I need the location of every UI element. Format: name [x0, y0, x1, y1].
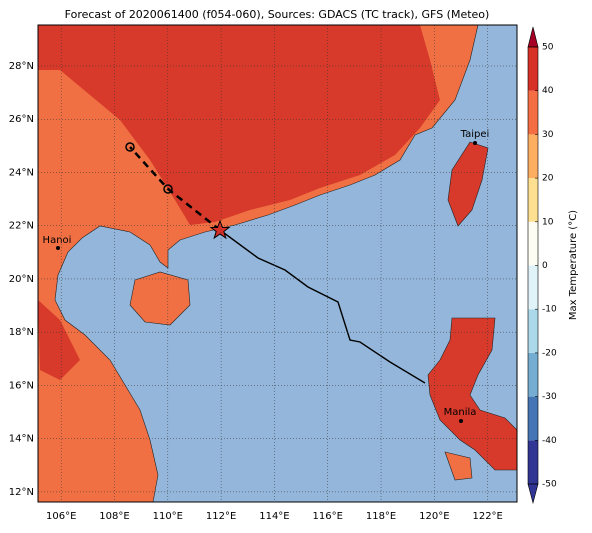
- colorbar-tick-label: -40: [542, 436, 557, 446]
- colorbar-tick-label: 50: [542, 43, 554, 53]
- lat-tick-label: 20°N: [9, 274, 34, 285]
- lat-tick-label: 26°N: [9, 114, 34, 125]
- colorbar-segment: [528, 221, 538, 266]
- colorbar-tick-label: 10: [542, 217, 554, 227]
- city-label: Taipei: [460, 129, 490, 140]
- colorbar-segment: [528, 309, 538, 353]
- lon-tick-label: 112°E: [206, 511, 236, 522]
- colorbar-tick-label: -30: [542, 392, 557, 402]
- warm-region: [38, 25, 440, 225]
- colorbar-tick-label: 40: [542, 86, 554, 96]
- mindoro: [444, 451, 473, 481]
- colorbar-tick-label: -20: [542, 348, 557, 358]
- lat-tick-label: 24°N: [9, 167, 34, 178]
- colorbar-segment: [528, 265, 538, 310]
- city-dot: [459, 419, 463, 423]
- city-label: Hanoi: [43, 235, 72, 246]
- colorbar-extend: [527, 483, 539, 505]
- colorbar-segment: [528, 178, 538, 222]
- colorbar-tick-label: -50: [542, 480, 557, 490]
- track-forecast: [129, 146, 221, 231]
- lat-tick-label: 14°N: [9, 434, 34, 445]
- luzon: [427, 317, 518, 471]
- lon-tick-label: 114°E: [259, 511, 289, 522]
- colorbar-tick-label: 20: [542, 174, 554, 184]
- lon-tick-label: 118°E: [366, 511, 396, 522]
- lon-tick-label: 120°E: [419, 511, 449, 522]
- lon-tick-label: 116°E: [313, 511, 343, 522]
- lon-tick-label: 106°E: [46, 511, 76, 522]
- city-dot: [473, 141, 477, 145]
- lat-tick-label: 16°N: [9, 380, 34, 391]
- colorbar-label: Max Temperature (°C): [568, 210, 579, 320]
- track-point: [125, 142, 135, 152]
- colorbar-segment: [528, 134, 538, 179]
- colorbar-tick-label: 0: [542, 261, 548, 271]
- lat-tick-label: 12°N: [9, 487, 34, 498]
- taiwan: [447, 141, 489, 227]
- map-area: Taipei Hanoi Manila: [37, 24, 518, 503]
- lat-tick-label: 22°N: [9, 221, 34, 232]
- colorbar-extend: [527, 26, 539, 48]
- city-label: Manila: [444, 407, 477, 418]
- city-dot: [56, 246, 60, 250]
- lon-tick-label: 108°E: [99, 511, 129, 522]
- colorbar-segment: [528, 396, 538, 441]
- map-frame: [37, 24, 518, 503]
- lat-tick-label: 28°N: [9, 61, 34, 72]
- colorbar-segment: [528, 90, 538, 135]
- lon-tick-label: 110°E: [153, 511, 183, 522]
- lon-tick-label: 122°E: [472, 511, 502, 522]
- colorbar-segment: [528, 440, 538, 484]
- warm-region: [38, 300, 80, 380]
- title: Forecast of 2020061400 (f054-060), Sourc…: [65, 8, 490, 21]
- lat-tick-label: 18°N: [9, 327, 34, 338]
- colorbar-tick-label: -10: [542, 305, 557, 315]
- track-past: [219, 229, 426, 384]
- hainan: [129, 271, 191, 326]
- colorbar-tick-label: 30: [542, 130, 554, 140]
- colorbar-segment: [528, 47, 538, 91]
- storm-position: [209, 219, 231, 240]
- colorbar-segment: [528, 352, 538, 397]
